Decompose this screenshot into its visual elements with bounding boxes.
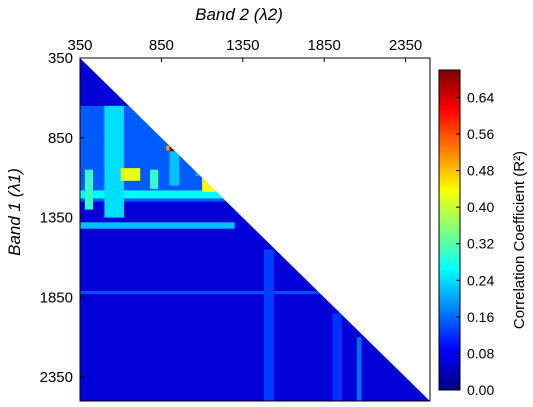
colorbar-label: Correlation Coefficient (R²) — [511, 151, 528, 329]
y-tick-label: 2350 — [40, 369, 73, 386]
y-tick-label: 850 — [48, 130, 73, 147]
x-tick-label: 1850 — [307, 37, 340, 54]
colorbar-tick-label: 0.56 — [467, 126, 494, 142]
heatmap-region — [80, 190, 235, 199]
heatmap-region — [150, 169, 159, 189]
heatmap-region — [120, 168, 141, 181]
x-axis-ticks: 350 850 1350 1850 2350 — [67, 37, 422, 62]
heatmap-region — [80, 290, 430, 295]
x-tick-label: 1350 — [226, 37, 259, 54]
colorbar-tick-label: 0.16 — [467, 309, 494, 325]
colorbar-gradient — [438, 69, 461, 391]
heatmap-plot — [79, 57, 431, 402]
heatmap-region — [166, 145, 170, 151]
heatmap-region — [263, 249, 274, 401]
x-tick-label: 850 — [149, 37, 174, 54]
y-axis-ticks: 350 850 1350 1850 2350 — [40, 50, 84, 386]
colorbar-tick-label: 0.24 — [467, 272, 494, 288]
colorbar-tick-label: 0.48 — [467, 163, 494, 179]
heatmap-region — [80, 222, 235, 229]
heatmap-region — [169, 148, 180, 186]
heatmap-region — [84, 169, 94, 210]
colorbar-tick-label: 0.40 — [467, 199, 494, 215]
colorbar: 0.00 0.08 0.16 0.24 0.32 0.40 0.48 0.56 0.64 — [438, 69, 494, 398]
y-tick-label: 1350 — [40, 210, 73, 227]
colorbar-tick-label: 0.32 — [467, 236, 494, 252]
colorbar-tick-label: 0.64 — [467, 89, 494, 105]
plot-frame — [79, 57, 431, 402]
heatmap-region — [356, 337, 362, 401]
heatmap-region — [332, 313, 343, 401]
y-tick-label: 350 — [48, 50, 73, 67]
y-axis-title: Band 1 (λ1) — [5, 168, 24, 256]
colorbar-tick-label: 0.08 — [467, 345, 494, 361]
y-tick-label: 1850 — [40, 289, 73, 306]
colorbar-ticks: 0.00 0.08 0.16 0.24 0.32 0.40 0.48 0.56 0.64 — [456, 89, 494, 398]
x-tick-label: 2350 — [389, 37, 422, 54]
x-tick-label: 350 — [67, 37, 92, 54]
heatmap-region — [104, 105, 124, 218]
x-axis-title: Band 2 (λ2) — [195, 5, 283, 24]
colorbar-tick-label: 0.00 — [467, 382, 494, 398]
upper-triangle-blank — [80, 58, 430, 401]
